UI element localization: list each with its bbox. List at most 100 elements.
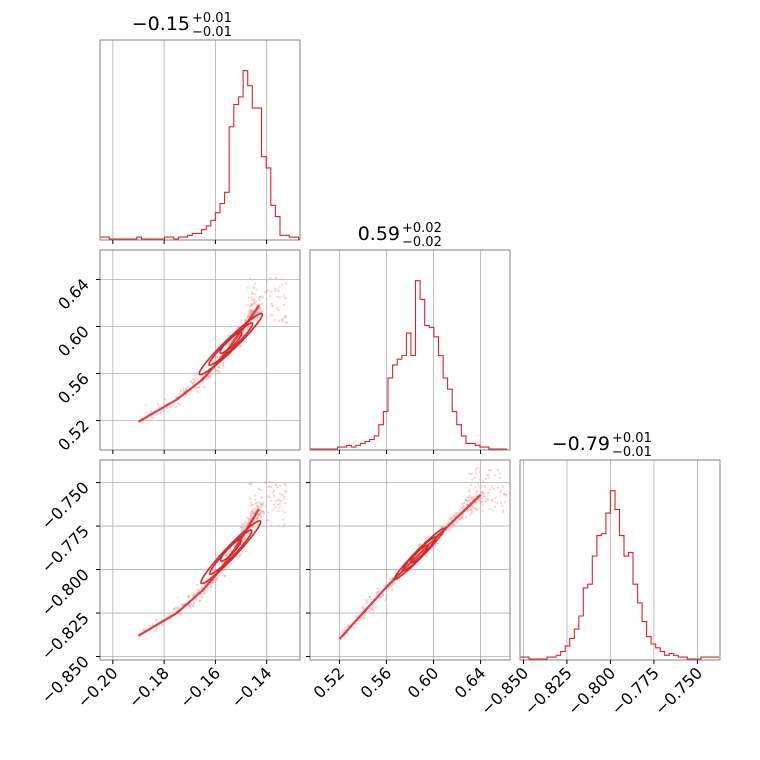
sample-point [377,591,380,594]
sample-point [266,511,269,514]
density-ridge [338,494,482,640]
histogram-step [310,280,508,450]
y-tick-label: 0.60 [54,322,93,361]
sample-point [273,318,276,321]
sample-point [223,568,226,572]
sample-point [277,319,280,322]
sample-point [247,296,250,299]
sample-point [243,523,246,526]
sample-point [477,484,480,488]
sample-point [246,516,249,520]
sample-point [252,286,255,289]
sample-point [272,503,276,506]
sample-point [384,599,387,602]
sample-point [361,605,364,608]
sample-point [266,519,269,522]
panel-hist-param-3 [519,459,721,664]
joint-marks [137,277,289,424]
sample-point [284,321,287,324]
sample-point [249,312,252,315]
sample-point [391,588,394,591]
sample-point [479,471,482,474]
sample-point [385,593,388,597]
sample-point [274,289,277,292]
sample-point [253,509,256,512]
sample-point [372,609,375,612]
sample-point [281,493,284,496]
panel-frame [99,249,301,451]
histogram-step [100,70,300,240]
sample-point [362,607,365,610]
sample-point [255,516,258,519]
sample-point [472,506,475,509]
contour [410,544,429,564]
sample-point [247,310,250,313]
sample-point [344,626,347,629]
sample-point [485,477,488,480]
sample-point [284,482,287,486]
panel-hist-param-1 [99,39,301,244]
sample-point [457,517,460,520]
sample-point [276,295,279,298]
sample-point [274,500,277,503]
sample-point [253,494,256,497]
sample-point [283,303,286,306]
sample-point [224,554,227,557]
sample-point [211,359,214,363]
sample-point [479,487,482,490]
sample-point [186,595,190,598]
sample-point [203,386,206,389]
sample-point [191,382,195,385]
sample-point [214,578,217,581]
sample-point [159,412,162,415]
sample-point [487,476,490,480]
sample-point [285,490,288,493]
sample-point [268,294,272,298]
sample-point [259,306,262,309]
sample-point [148,624,151,628]
sample-point [265,279,268,282]
contour [219,331,243,355]
sample-point [468,498,471,501]
sample-point [282,525,285,528]
sample-point [471,509,474,512]
sample-point [255,304,258,307]
sample-point [274,506,277,509]
sample-point [356,622,359,625]
sample-point [217,366,220,369]
sample-point [471,478,474,481]
sample-point [445,522,448,526]
sample-point [209,585,212,588]
sample-point [270,481,273,484]
sample-point [254,313,257,316]
sample-point [365,601,368,605]
sample-point [228,550,231,554]
sample-point [244,318,247,321]
sample-point [201,374,205,377]
sample-point [258,295,262,299]
sample-point [155,413,158,416]
sample-point [470,472,473,475]
sample-point [381,593,385,597]
sample-point [481,509,484,513]
sample-point [264,480,267,484]
y-tick-label: −0.750 [38,478,93,533]
sample-point [251,503,254,506]
title-param-1: −0.15 +0.01−0.01 [132,11,232,40]
sample-point [481,495,484,498]
sample-point [189,605,192,608]
sample-point [477,499,480,502]
panel-joint-1-3 [96,459,301,664]
sample-point [466,496,469,499]
sample-point [221,572,224,575]
y-tick-label: −0.775 [38,521,93,576]
sample-point [454,513,457,517]
sample-point [492,487,495,490]
sample-point [240,319,243,322]
sample-point [488,488,491,491]
sample-point [348,624,351,627]
sample-point [474,485,477,488]
sample-point [160,623,163,627]
sample-point [277,503,280,506]
